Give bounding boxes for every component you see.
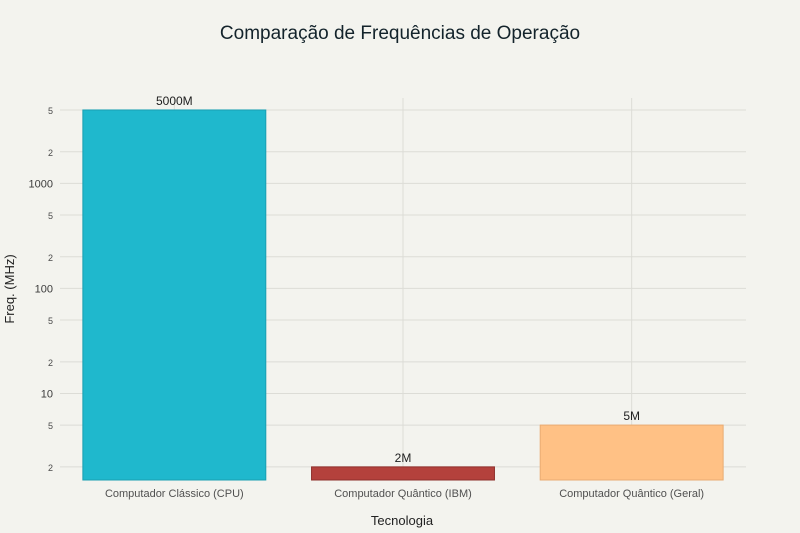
bar [539, 424, 724, 481]
y-tick-label: 2 [48, 358, 53, 368]
bar-value-labels: 5000M 2M 5M [156, 94, 640, 465]
y-tick-label: 5 [48, 316, 53, 326]
bar-value-label: 5M [623, 409, 640, 423]
y-axis-ticks: 2 5 10 2 5 100 2 5 1000 2 5 [29, 106, 53, 473]
x-tick-label: Computador Clássico (CPU) [105, 488, 244, 500]
bars [82, 109, 724, 481]
y-tick-label: 100 [35, 283, 53, 295]
x-tick-label: Computador Quântico (IBM) [334, 488, 472, 500]
y-tick-label: 1000 [29, 178, 53, 190]
y-tick-label: 2 [48, 148, 53, 158]
y-axis-title: Freq. (MHz) [2, 254, 17, 323]
bar [82, 109, 267, 481]
x-axis-ticks: Computador Clássico (CPU) Computador Quân… [105, 488, 704, 500]
bar [311, 466, 495, 481]
x-axis-title: Tecnologia [371, 513, 434, 528]
y-tick-label: 5 [48, 421, 53, 431]
y-tick-label: 5 [48, 211, 53, 221]
bar-value-label: 2M [395, 451, 412, 465]
y-tick-label: 10 [41, 388, 53, 400]
y-tick-label: 2 [48, 463, 53, 473]
chart-title: Comparação de Frequências de Operação [220, 23, 580, 44]
bar-value-label: 5000M [156, 94, 193, 108]
x-tick-label: Computador Quântico (Geral) [559, 488, 704, 500]
y-tick-label: 2 [48, 253, 53, 263]
y-tick-label: 5 [48, 106, 53, 116]
